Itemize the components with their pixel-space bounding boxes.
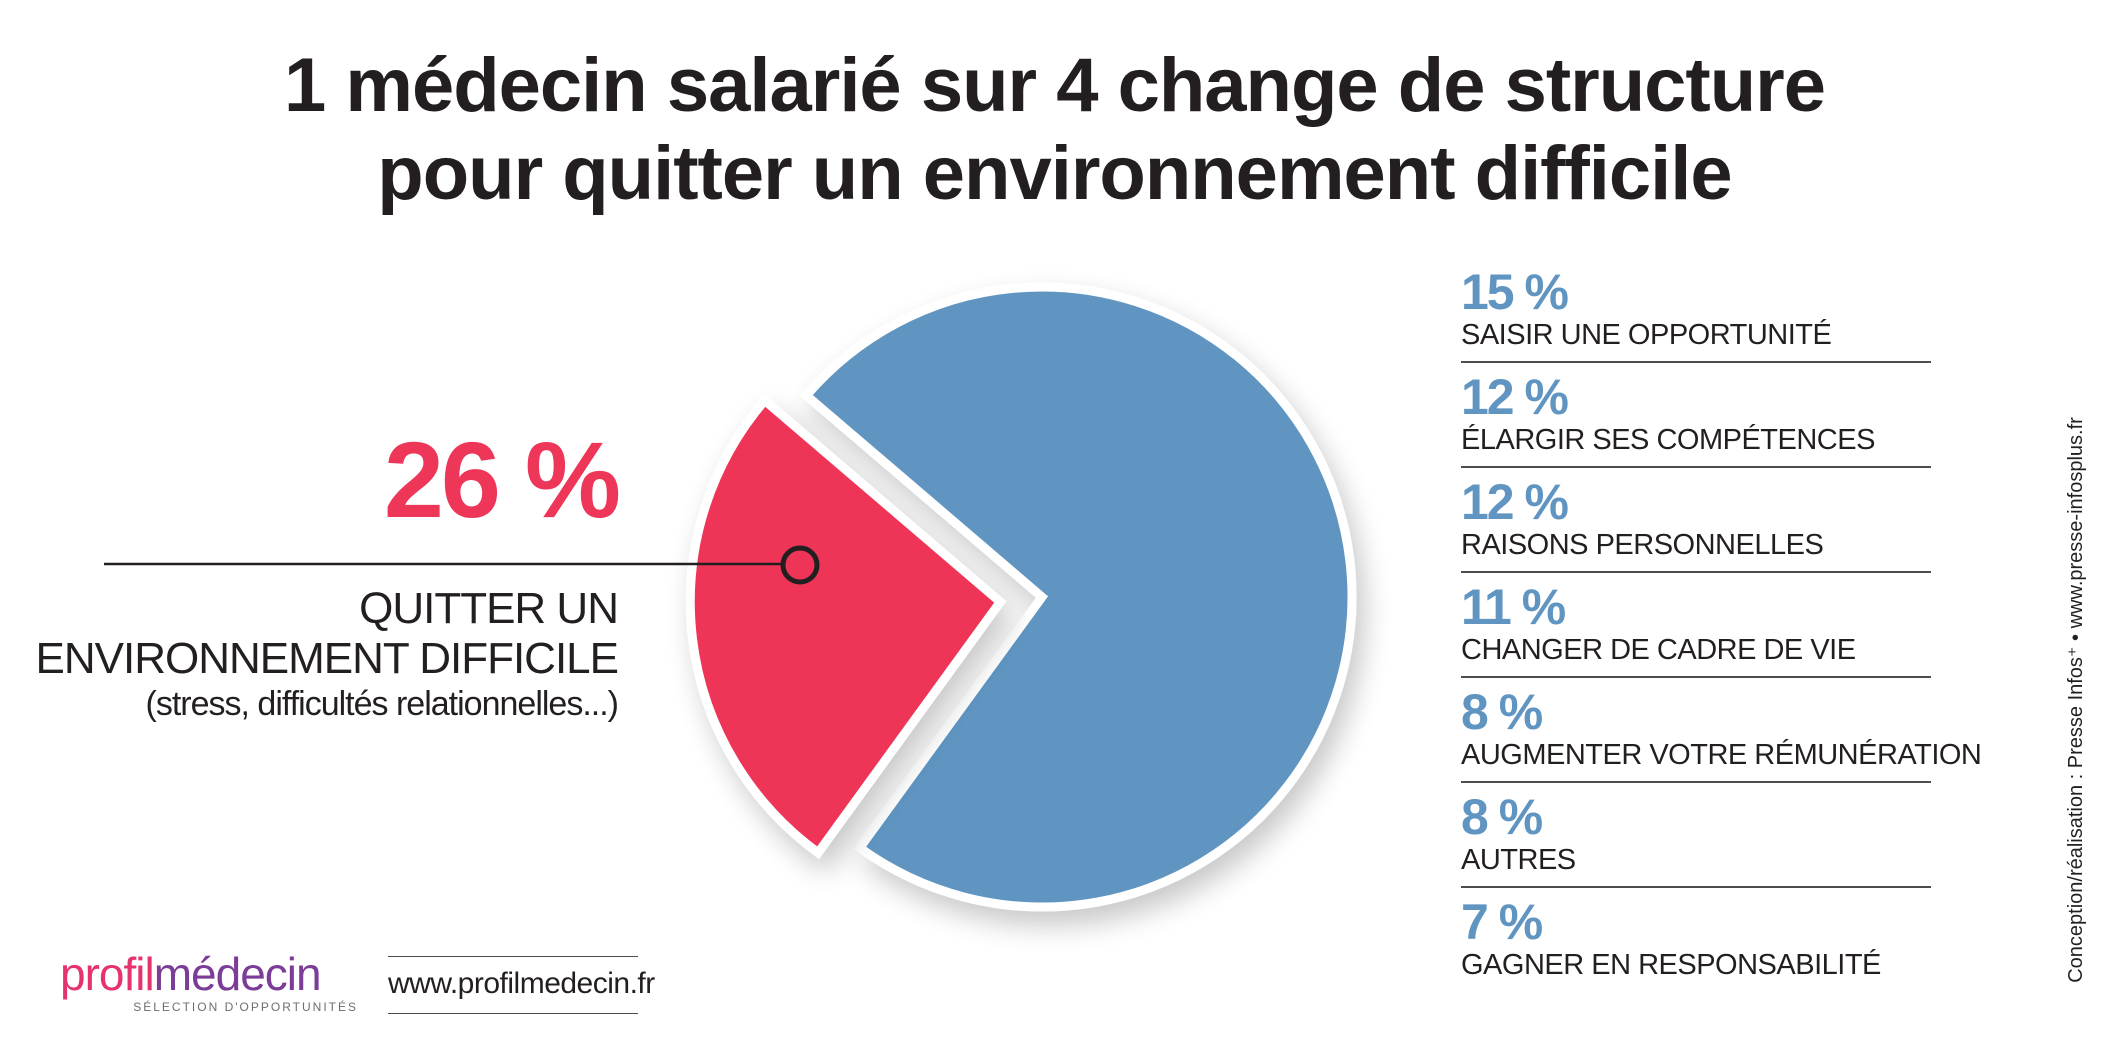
- legend-item: 11 % CHANGER DE CADRE DE VIE: [1461, 573, 1931, 678]
- legend-percent: 15 %: [1461, 264, 1569, 320]
- legend-item: 8 % AUTRES: [1461, 783, 1931, 888]
- pie-slice-rest: [800, 282, 1357, 912]
- logo-part-medecin: médecin: [153, 948, 322, 1000]
- legend-item: 12 % ÉLARGIR SES COMPÉTENCES: [1461, 363, 1931, 468]
- logo-wordmark: profilmédecin: [60, 948, 360, 1000]
- highlight-label: QUITTER UN ENVIRONNEMENT DIFFICILE: [35, 584, 619, 684]
- legend-list: 15 % SAISIR UNE OPPORTUNITÉ 12 % ÉLARGIR…: [1461, 258, 1982, 993]
- legend-percent: 8 %: [1461, 684, 1543, 740]
- legend-label: AUTRES: [1461, 844, 1576, 876]
- legend-item: 12 % RAISONS PERSONNELLES: [1461, 468, 1931, 573]
- legend-label: ÉLARGIR SES COMPÉTENCES: [1461, 424, 1875, 456]
- legend-item: 7 % GAGNER EN RESPONSABILITÉ: [1461, 888, 1931, 993]
- legend-item: 8 % AUGMENTER VOTRE RÉMUNÉRATION: [1461, 678, 1982, 783]
- legend-label: GAGNER EN RESPONSABILITÉ: [1461, 949, 1881, 981]
- pie-slices: [685, 282, 1357, 912]
- legend-label: SAISIR UNE OPPORTUNITÉ: [1461, 319, 1832, 351]
- pie-slice-highlight: [685, 394, 1007, 860]
- highlight-percent: 26 %: [383, 419, 621, 540]
- legend-label: AUGMENTER VOTRE RÉMUNÉRATION: [1461, 739, 1982, 771]
- legend-label: CHANGER DE CADRE DE VIE: [1461, 634, 1856, 666]
- highlight-note: (stress, difficultés relationnelles...): [145, 685, 619, 723]
- credit-text: Conception/réalisation : Presse Infos⁺ •…: [2065, 417, 2087, 983]
- logo-part-profil: profil: [60, 948, 155, 1000]
- legend-percent: 7 %: [1461, 894, 1543, 950]
- highlight-label-line-1: QUITTER UN: [359, 584, 619, 633]
- legend-percent: 11 %: [1461, 579, 1566, 635]
- highlight-label-line-2: ENVIRONNEMENT DIFFICILE: [35, 634, 619, 683]
- profilmedecin-logo: profilmédecin SÉLECTION D'OPPORTUNITÉS: [60, 948, 360, 1014]
- legend-item: 15 % SAISIR UNE OPPORTUNITÉ: [1461, 258, 1931, 363]
- legend-percent: 12 %: [1461, 369, 1569, 425]
- website-link[interactable]: www.profilmedecin.fr: [388, 956, 655, 1014]
- title-line-2: pour quitter un environnement difficile: [377, 131, 1732, 216]
- title-line-1: 1 médecin salarié sur 4 change de struct…: [283, 43, 1826, 128]
- legend-label: RAISONS PERSONNELLES: [1461, 529, 1824, 561]
- logo-tagline: SÉLECTION D'OPPORTUNITÉS: [133, 1000, 358, 1014]
- legend-percent: 8 %: [1461, 789, 1543, 845]
- callout-marker: [780, 545, 820, 585]
- legend-percent: 12 %: [1461, 474, 1569, 530]
